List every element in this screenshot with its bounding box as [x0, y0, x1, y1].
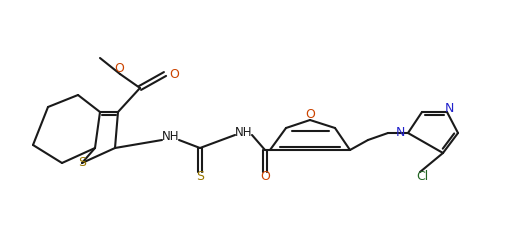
Text: O: O: [169, 67, 179, 80]
Text: Cl: Cl: [416, 170, 428, 184]
Text: NH: NH: [235, 126, 253, 138]
Text: NH: NH: [162, 131, 180, 144]
Text: N: N: [395, 126, 405, 139]
Text: O: O: [260, 170, 270, 184]
Text: O: O: [305, 108, 315, 121]
Text: O: O: [114, 62, 124, 76]
Text: S: S: [196, 170, 204, 184]
Text: N: N: [444, 102, 454, 114]
Text: S: S: [78, 156, 86, 169]
